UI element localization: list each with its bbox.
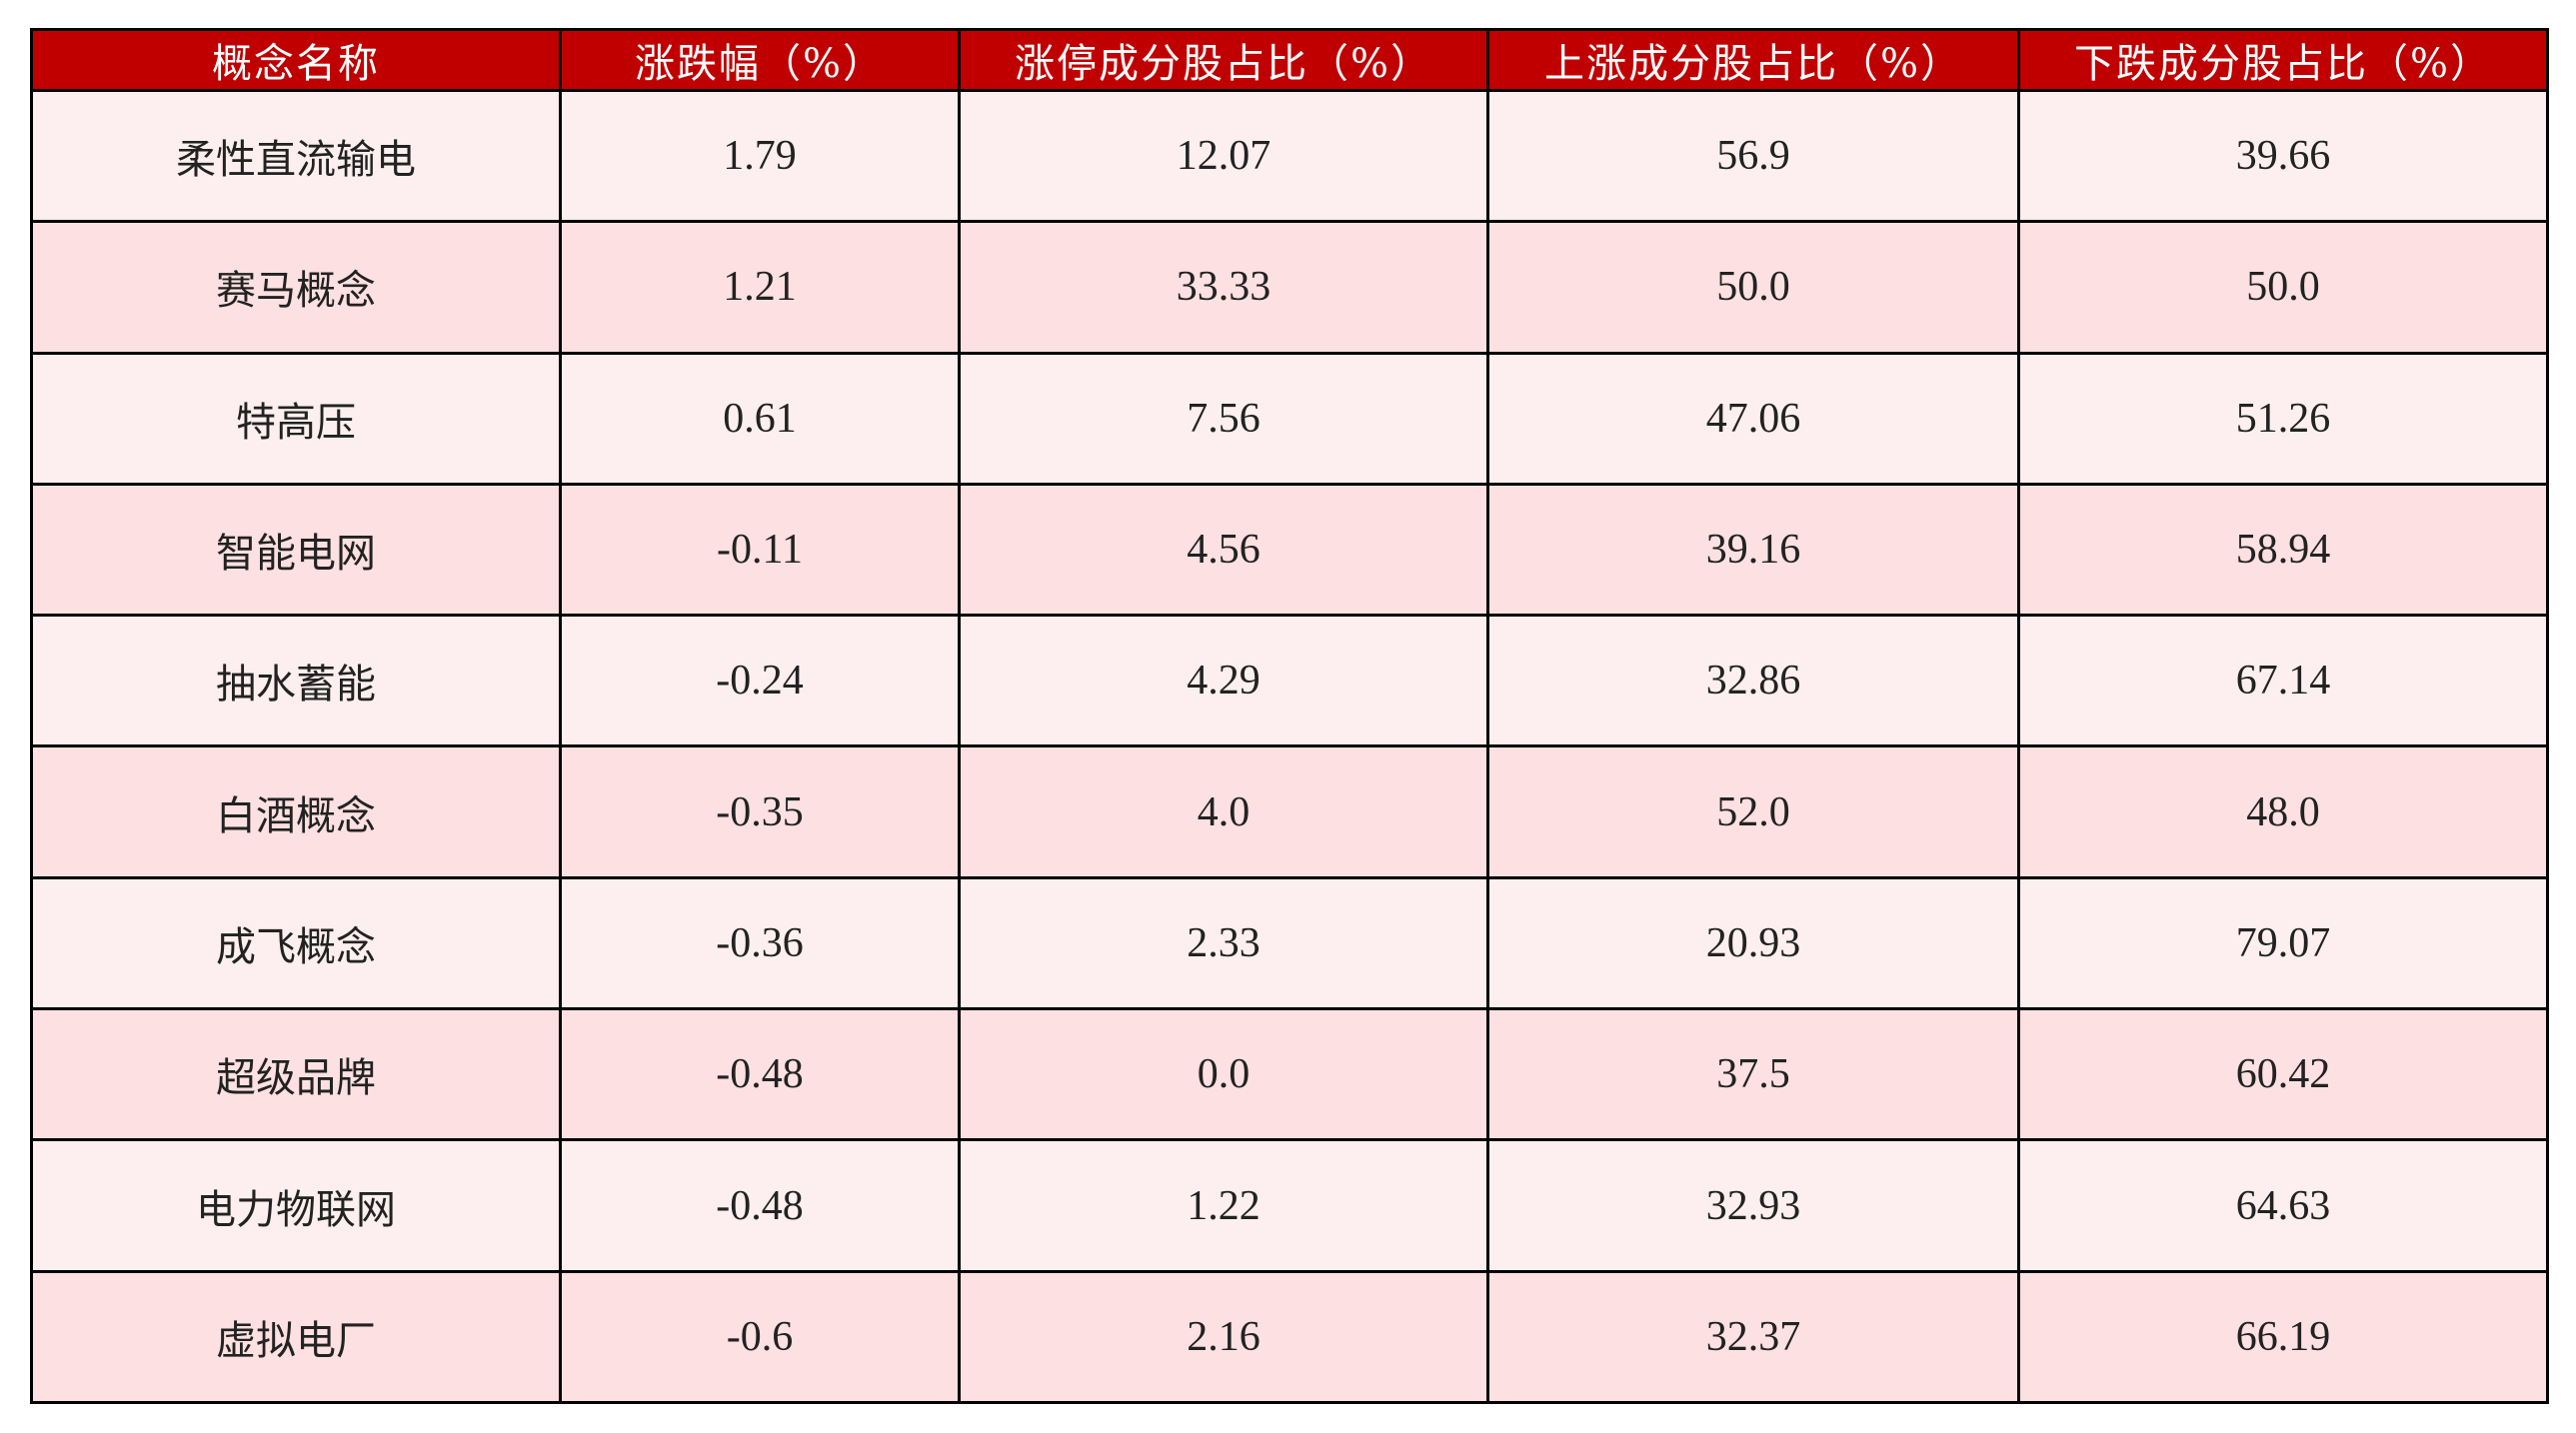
cell-falling-ratio: 64.63	[2017, 1138, 2549, 1273]
cell-change-pct: -0.24	[559, 614, 961, 748]
cell-concept-name: 超级品牌	[30, 1007, 562, 1142]
cell-rising-ratio: 32.37	[1486, 1269, 2020, 1405]
cell-concept-name: 电力物联网	[30, 1138, 562, 1273]
cell-limit-up-ratio: 7.56	[958, 351, 1489, 486]
cell-concept-name: 特高压	[30, 351, 562, 486]
cell-concept-name: 成飞概念	[30, 875, 562, 1011]
cell-rising-ratio: 39.16	[1486, 482, 2020, 618]
cell-rising-ratio: 47.06	[1486, 351, 2020, 486]
header-change-pct: 涨跌幅（%）	[559, 28, 961, 92]
table-row: 电力物联网 -0.48 1.22 32.93 64.63	[30, 1138, 2549, 1273]
cell-limit-up-ratio: 4.0	[958, 744, 1489, 879]
cell-concept-name: 赛马概念	[30, 220, 562, 355]
table-row: 赛马概念 1.21 33.33 50.0 50.0	[30, 220, 2549, 355]
header-concept-name: 概念名称	[30, 28, 562, 92]
cell-change-pct: -0.48	[559, 1138, 961, 1273]
cell-limit-up-ratio: 12.07	[958, 88, 1489, 224]
cell-concept-name: 抽水蓄能	[30, 614, 562, 748]
header-limit-up-ratio: 涨停成分股占比（%）	[958, 28, 1489, 92]
cell-rising-ratio: 52.0	[1486, 744, 2020, 879]
cell-falling-ratio: 66.19	[2017, 1269, 2549, 1405]
table-row: 抽水蓄能 -0.24 4.29 32.86 67.14	[30, 614, 2549, 748]
cell-falling-ratio: 39.66	[2017, 88, 2549, 224]
table-row: 成飞概念 -0.36 2.33 20.93 79.07	[30, 875, 2549, 1011]
cell-change-pct: -0.6	[559, 1269, 961, 1405]
cell-limit-up-ratio: 2.16	[958, 1269, 1489, 1405]
cell-rising-ratio: 50.0	[1486, 220, 2020, 355]
cell-change-pct: -0.11	[559, 482, 961, 618]
cell-concept-name: 柔性直流输电	[30, 88, 562, 224]
cell-limit-up-ratio: 4.29	[958, 614, 1489, 748]
cell-change-pct: -0.36	[559, 875, 961, 1011]
cell-change-pct: 0.61	[559, 351, 961, 486]
cell-rising-ratio: 20.93	[1486, 875, 2020, 1011]
header-falling-ratio: 下跌成分股占比（%）	[2017, 28, 2549, 92]
cell-rising-ratio: 56.9	[1486, 88, 2020, 224]
table-row: 特高压 0.61 7.56 47.06 51.26	[30, 351, 2549, 486]
cell-limit-up-ratio: 0.0	[958, 1007, 1489, 1142]
cell-concept-name: 智能电网	[30, 482, 562, 618]
cell-limit-up-ratio: 1.22	[958, 1138, 1489, 1273]
cell-limit-up-ratio: 4.56	[958, 482, 1489, 618]
cell-change-pct: 1.21	[559, 220, 961, 355]
header-row: 概念名称 涨跌幅（%） 涨停成分股占比（%） 上涨成分股占比（%） 下跌成分股占…	[30, 28, 2549, 92]
cell-concept-name: 白酒概念	[30, 744, 562, 879]
cell-change-pct: -0.35	[559, 744, 961, 879]
table-row: 白酒概念 -0.35 4.0 52.0 48.0	[30, 744, 2549, 879]
cell-falling-ratio: 58.94	[2017, 482, 2549, 618]
concept-table: 概念名称 涨跌幅（%） 涨停成分股占比（%） 上涨成分股占比（%） 下跌成分股占…	[30, 28, 2549, 1405]
cell-concept-name: 虚拟电厂	[30, 1269, 562, 1405]
cell-change-pct: 1.79	[559, 88, 961, 224]
cell-falling-ratio: 50.0	[2017, 220, 2549, 355]
cell-falling-ratio: 51.26	[2017, 351, 2549, 486]
table-row: 智能电网 -0.11 4.56 39.16 58.94	[30, 482, 2549, 618]
cell-change-pct: -0.48	[559, 1007, 961, 1142]
header-rising-ratio: 上涨成分股占比（%）	[1486, 28, 2020, 92]
table-row: 柔性直流输电 1.79 12.07 56.9 39.66	[30, 88, 2549, 224]
cell-falling-ratio: 60.42	[2017, 1007, 2549, 1142]
cell-limit-up-ratio: 33.33	[958, 220, 1489, 355]
cell-rising-ratio: 32.93	[1486, 1138, 2020, 1273]
cell-rising-ratio: 32.86	[1486, 614, 2020, 748]
cell-falling-ratio: 48.0	[2017, 744, 2549, 879]
cell-falling-ratio: 79.07	[2017, 875, 2549, 1011]
table-row: 超级品牌 -0.48 0.0 37.5 60.42	[30, 1007, 2549, 1142]
cell-falling-ratio: 67.14	[2017, 614, 2549, 748]
cell-rising-ratio: 37.5	[1486, 1007, 2020, 1142]
cell-limit-up-ratio: 2.33	[958, 875, 1489, 1011]
table-row: 虚拟电厂 -0.6 2.16 32.37 66.19	[30, 1269, 2549, 1405]
